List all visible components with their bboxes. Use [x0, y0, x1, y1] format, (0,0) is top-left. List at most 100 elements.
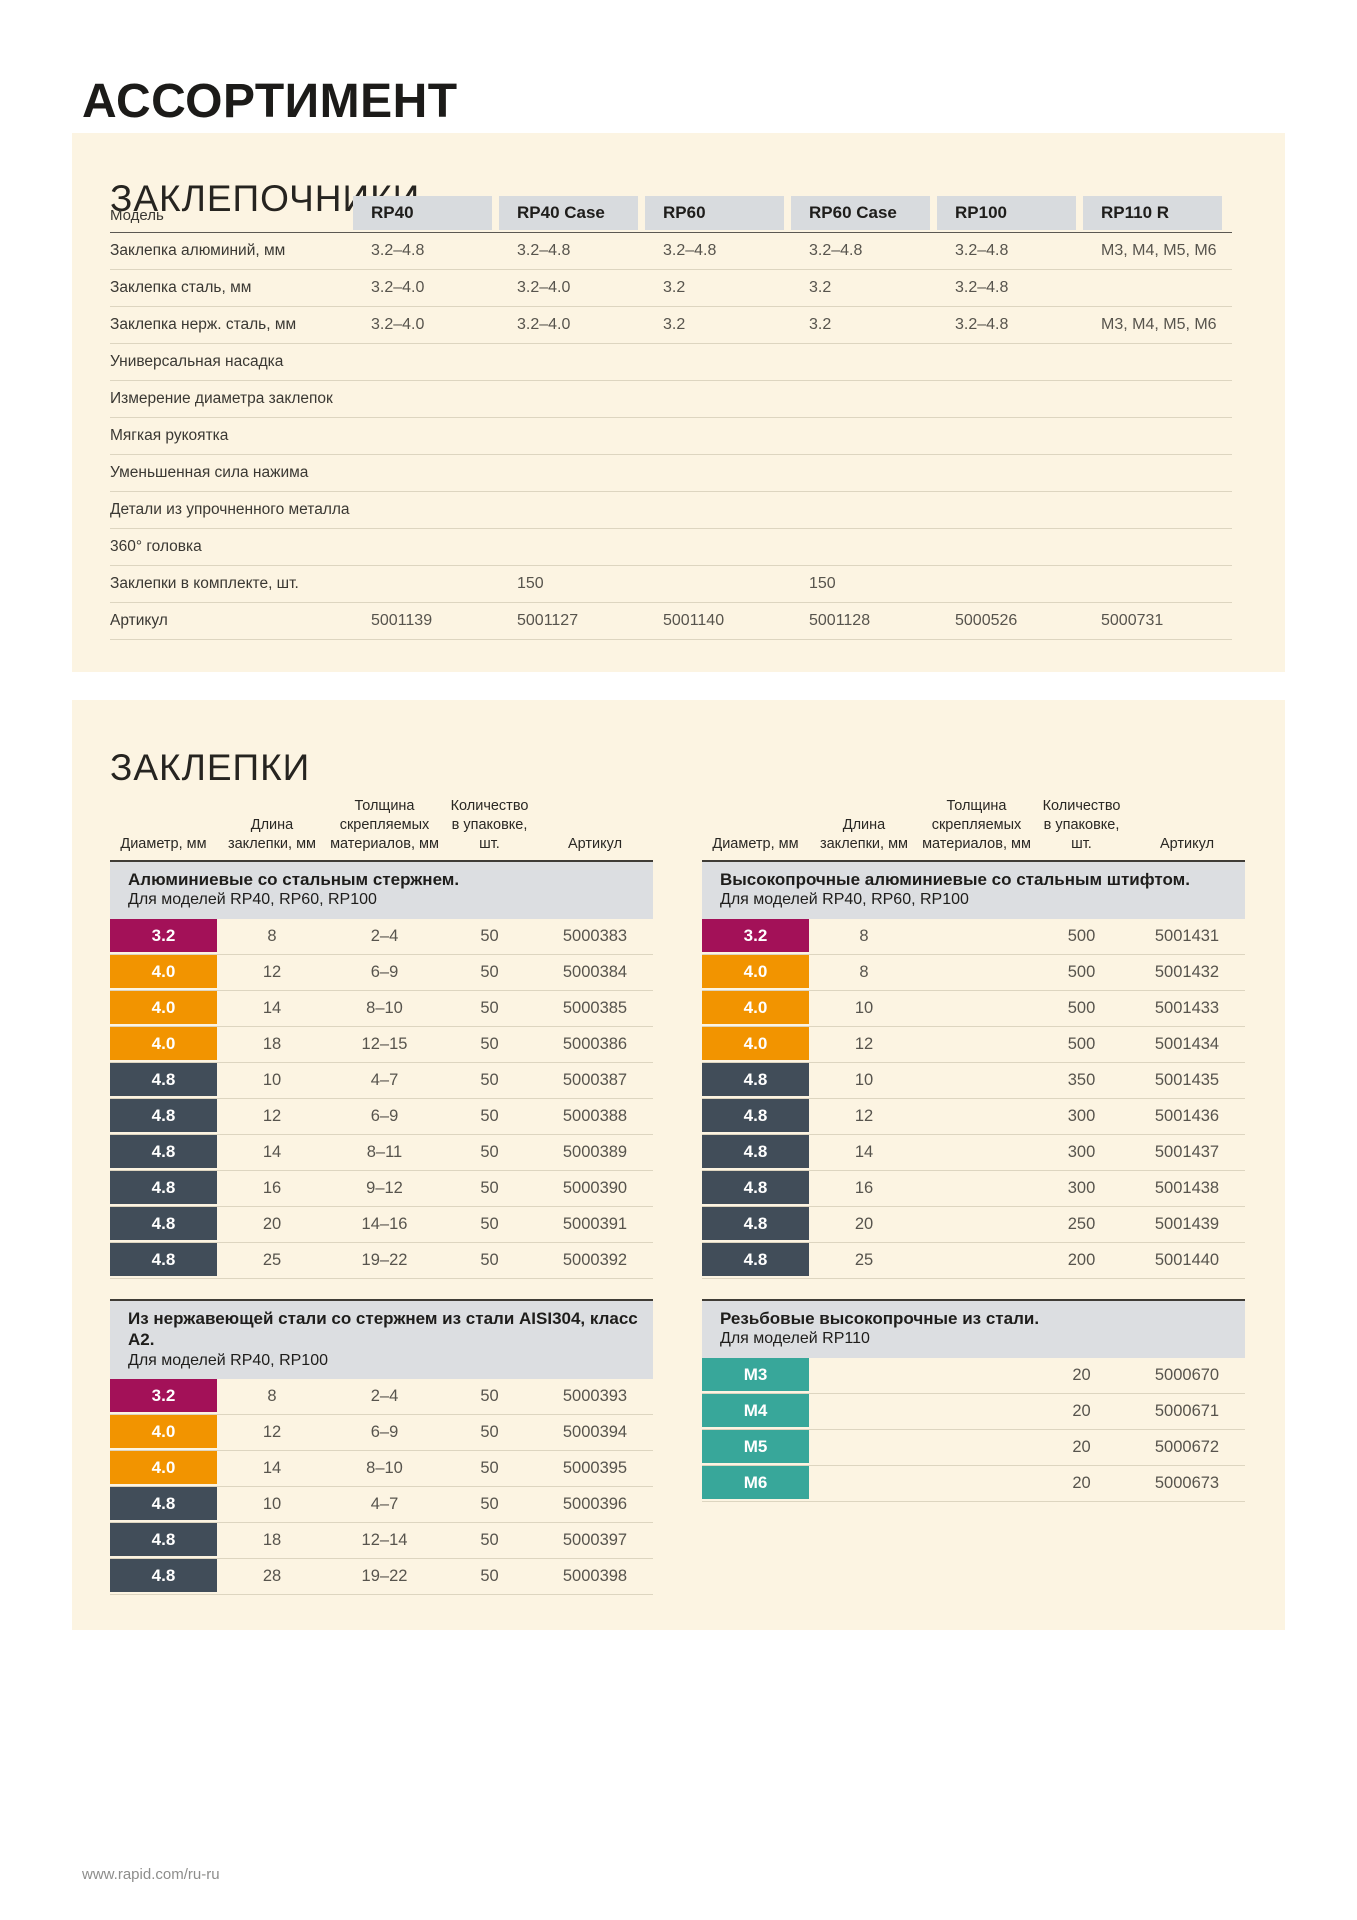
table-cell: 10: [854, 1071, 874, 1090]
table-cell: [645, 427, 791, 445]
table-cell: [499, 353, 645, 371]
table-cell: 3.2–4.8: [955, 242, 1009, 259]
table-row: Заклепки в комплекте, шт. 150 150: [110, 566, 1232, 603]
table-cell: [645, 390, 791, 408]
table-cell: 5001432: [1154, 963, 1220, 982]
table-cell: 8: [859, 927, 869, 946]
table-row: Мягкая рукоятка: [110, 418, 1232, 455]
diameter-cell: 4.0: [702, 1027, 809, 1063]
row-label: Заклепки в комплекте, шт.: [110, 575, 299, 592]
table-row: 4.8 28 19–22 50 5000398: [110, 1559, 653, 1596]
table-row: M4 20 5000671: [702, 1394, 1245, 1431]
diameter-cell: 4.0: [110, 955, 217, 991]
table-cell: 5001433: [1154, 999, 1220, 1018]
table-cell: 5001128: [809, 612, 871, 629]
table-cell: [645, 353, 791, 371]
table-cell: 3.2–4.0: [371, 316, 425, 333]
table-cell: 25: [854, 1251, 874, 1270]
table-cell: 250: [1067, 1215, 1096, 1234]
table-cell: [353, 427, 499, 445]
table-cell: 5001431: [1154, 927, 1220, 946]
diameter-cell: 4.8: [702, 1243, 809, 1279]
table-cell: 50: [480, 1531, 499, 1550]
table-cell: 8–11: [366, 1143, 403, 1162]
diameter-cell: 4.0: [110, 1415, 217, 1451]
table-cell: 350: [1067, 1071, 1096, 1090]
page-title: АССОРТИМЕНТ: [82, 75, 458, 129]
table-cell: 14: [854, 1143, 874, 1162]
table-cell: 12–14: [361, 1531, 408, 1550]
column-header-rp40-case: RP40 Case: [499, 195, 638, 230]
table-cell: 8–10: [366, 1459, 403, 1478]
table-row: 4.0 18 12–15 50 5000386: [110, 1027, 653, 1064]
table-cell: 16: [854, 1179, 874, 1198]
table-cell: 20: [1072, 1402, 1091, 1421]
table-cell: 3.2–4.8: [517, 242, 571, 259]
riveters-header-row: Модель RP40 RP40 Case RP60 RP60 Case RP100 RP1…: [110, 193, 1232, 233]
table-cell: 3.2–4.8: [371, 242, 425, 259]
table-cell: 5000395: [562, 1459, 628, 1478]
table-row: 4.8 14 300 5001437: [702, 1135, 1245, 1172]
table-cell: 20: [262, 1215, 282, 1234]
table-cell: 3.2–4.8: [955, 316, 1009, 333]
table-row: Артикул 5001139 5001127 5001140 5001128 50005…: [110, 603, 1232, 640]
diameter-cell: 4.8: [110, 1487, 217, 1523]
column-header-model: Модель: [110, 207, 164, 224]
table-cell: [791, 353, 937, 371]
rivet-table-title: Из нержавеющей стали со стержнем из стал…: [128, 1309, 638, 1350]
row-label: Мягкая рукоятка: [110, 427, 229, 444]
table-row: 4.0 10 500 5001433: [702, 991, 1245, 1028]
table-cell: 5000389: [562, 1143, 628, 1162]
table-row: Детали из упрочненного металла: [110, 492, 1232, 529]
rivet-table-title-band: Из нержавеющей стали со стержнем из стал…: [110, 1301, 653, 1380]
column-header: Толщина скрепляемых материалов, мм: [330, 798, 439, 853]
rivet-group-left: Диаметр, мм Длина заклепки, мм Толщина скр…: [110, 792, 653, 1615]
table-cell: 5000396: [562, 1495, 628, 1514]
table-cell: 6–9: [370, 1423, 399, 1442]
table-cell: 28: [262, 1567, 282, 1586]
table-cell: 2–4: [370, 927, 399, 946]
table-cell: 18: [262, 1531, 282, 1550]
table-row: Заклепка нерж. сталь, мм 3.2–4.0 3.2–4.0 3.…: [110, 307, 1232, 344]
diameter-cell: 4.8: [702, 1063, 809, 1099]
table-row: 4.0 14 8–10 50 5000395: [110, 1451, 653, 1488]
table-cell: [353, 501, 499, 519]
table-cell: [499, 501, 645, 519]
table-cell: 3.2–4.0: [371, 279, 425, 296]
table-cell: 14: [262, 1459, 282, 1478]
table-row: 4.0 12 500 5001434: [702, 1027, 1245, 1064]
rivet-table-subtitle: Для моделей RP110: [720, 1330, 870, 1348]
rivet-table-subtitle: Для моделей RP40, RP60, RP100: [128, 891, 377, 909]
table-cell: 5000386: [562, 1035, 628, 1054]
table-cell: 5000390: [562, 1179, 628, 1198]
diameter-cell: 4.8: [702, 1207, 809, 1243]
table-cell: 5000673: [1154, 1474, 1220, 1493]
table-row: 4.8 16 9–12 50 5000390: [110, 1171, 653, 1208]
footer-url[interactable]: www.rapid.com/ru-ru: [82, 1866, 220, 1883]
table-cell: 12: [262, 1423, 282, 1442]
table-row: 4.8 12 300 5001436: [702, 1099, 1245, 1136]
table-cell: 5000398: [562, 1567, 628, 1586]
table-cell: 300: [1067, 1179, 1096, 1198]
table-cell: 5000385: [562, 999, 628, 1018]
column-header-rp100: RP100: [937, 195, 1076, 230]
diameter-cell: 4.8: [110, 1099, 217, 1135]
rivet-group-right: Диаметр, мм Длина заклепки, мм Толщина скр…: [702, 792, 1245, 1522]
table-cell: 300: [1067, 1107, 1096, 1126]
riveters-table: Модель RP40 RP40 Case RP60 RP60 Case RP100 RP1…: [110, 193, 1232, 640]
diameter-cell: M6: [702, 1466, 809, 1502]
table-row: 4.0 8 500 5001432: [702, 955, 1245, 992]
table-cell: 50: [480, 963, 499, 982]
table-cell: 5001440: [1154, 1251, 1220, 1270]
table-row: M3 20 5000670: [702, 1358, 1245, 1395]
table-cell: [353, 390, 499, 408]
column-header: Артикул: [1159, 836, 1215, 853]
table-cell: 5000397: [562, 1531, 628, 1550]
table-cell: 5000387: [562, 1071, 628, 1090]
column-header-rp110-r: RP110 R: [1083, 195, 1222, 230]
table-cell: M3, M4, M5, M6: [1101, 242, 1217, 259]
table-cell: 12: [854, 1107, 874, 1126]
table-cell: 50: [480, 1215, 499, 1234]
diameter-cell: 4.0: [702, 955, 809, 991]
table-cell: 3.2–4.0: [517, 316, 571, 333]
